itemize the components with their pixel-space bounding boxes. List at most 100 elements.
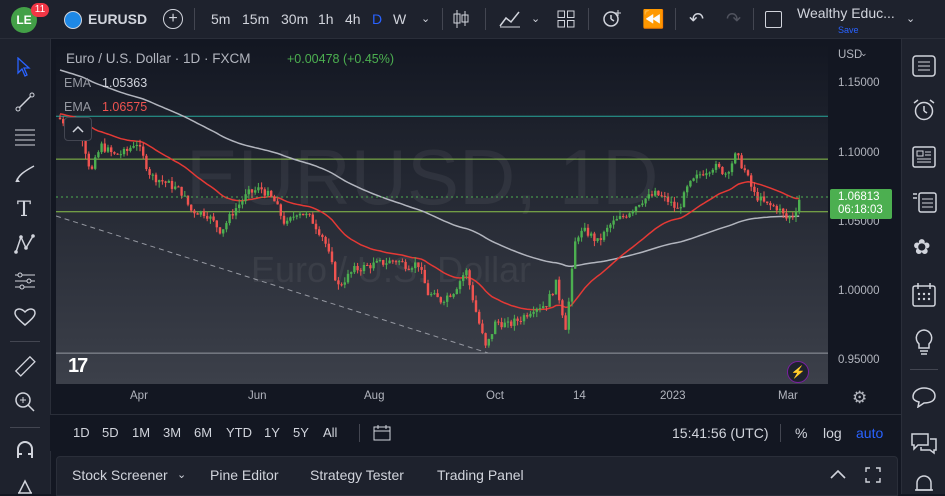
price-axis[interactable]: USD ⌄ 1.15000 1.10000 1.05000 1.00000 0.… xyxy=(828,44,901,384)
range-5y[interactable]: 5Y xyxy=(293,425,309,440)
candle xyxy=(554,279,558,295)
currency-dropdown-icon[interactable]: ⌄ xyxy=(860,48,868,58)
lock-drawings-icon[interactable] xyxy=(15,476,35,496)
range-5d[interactable]: 5D xyxy=(102,425,119,440)
interval-4h[interactable]: 4h xyxy=(345,11,361,27)
tab-trading-panel[interactable]: Trading Panel xyxy=(437,467,524,483)
candle xyxy=(238,204,241,209)
text-tool-icon[interactable]: T xyxy=(17,197,32,221)
chart-title[interactable]: Euro / U.S. Dollar · 1D · FXCM xyxy=(66,51,251,66)
candle-style-icon[interactable] xyxy=(452,9,470,29)
bar-countdown: 06:18:03 xyxy=(838,204,883,216)
candle xyxy=(474,300,478,312)
range-1m[interactable]: 1M xyxy=(132,425,151,440)
log-toggle[interactable]: log xyxy=(823,425,842,441)
candle xyxy=(634,206,638,212)
fib-retracement-icon[interactable] xyxy=(14,128,36,146)
ideas-lightbulb-icon[interactable] xyxy=(914,329,934,355)
interval-d[interactable]: D xyxy=(372,11,383,27)
ema-legend-label[interactable]: EMA xyxy=(64,76,92,90)
ruler-icon[interactable] xyxy=(14,355,36,377)
candle xyxy=(746,170,750,176)
hotlist-fire-icon[interactable]: ✿ xyxy=(913,236,931,259)
calendar-icon[interactable] xyxy=(912,283,936,307)
trendline-icon[interactable] xyxy=(15,92,35,112)
candle xyxy=(714,163,718,170)
interval-1h[interactable]: 1h xyxy=(318,11,334,27)
lightning-icon[interactable]: ⚡ xyxy=(787,361,809,383)
alert-icon[interactable] xyxy=(601,8,623,30)
undo-icon[interactable]: ↶ xyxy=(689,9,705,29)
support-trendline[interactable] xyxy=(56,215,489,354)
maximize-panel-icon[interactable] xyxy=(865,467,881,483)
news-icon[interactable] xyxy=(912,146,936,168)
messages-icon[interactable] xyxy=(910,431,938,455)
range-all[interactable]: All xyxy=(323,425,338,440)
tab-pine-editor[interactable]: Pine Editor xyxy=(210,467,279,483)
symbol-search[interactable]: EURUSD xyxy=(88,11,148,27)
price-chart[interactable]: EURUSD, 1D Euro / U.S. Dollar xyxy=(56,44,828,384)
candle xyxy=(775,206,778,211)
tab-stock-screener[interactable]: Stock Screener xyxy=(72,467,168,483)
add-symbol-icon[interactable]: + xyxy=(163,9,183,29)
time-axis[interactable]: Apr Jun Aug Oct 14 2023 Mar xyxy=(56,384,828,410)
indicators-icon[interactable] xyxy=(499,10,521,28)
stock-screener-dropdown-icon[interactable]: ⌄ xyxy=(177,469,187,481)
interval-dropdown-icon[interactable]: ⌄ xyxy=(421,13,431,25)
indicators-dropdown-icon[interactable]: ⌄ xyxy=(531,13,541,25)
candle xyxy=(324,237,327,244)
percent-toggle[interactable]: % xyxy=(795,425,808,441)
date-range-icon[interactable] xyxy=(373,425,391,441)
replay-icon[interactable]: ⏪ xyxy=(642,9,665,29)
cursor-icon[interactable] xyxy=(16,57,32,77)
range-6m[interactable]: 6M xyxy=(194,425,213,440)
auto-toggle[interactable]: auto xyxy=(856,425,884,441)
candle xyxy=(417,262,420,268)
notification-badge[interactable]: 11 xyxy=(31,3,49,17)
tab-strategy-tester[interactable]: Strategy Tester xyxy=(310,467,404,483)
pattern-icon[interactable] xyxy=(14,233,36,255)
interval-5m[interactable]: 5m xyxy=(211,11,231,27)
ema2-legend-label[interactable]: EMA xyxy=(64,100,92,114)
interval-w[interactable]: W xyxy=(393,11,407,27)
candle xyxy=(186,195,190,205)
redo-icon[interactable]: ↷ xyxy=(726,9,742,29)
interval-15m[interactable]: 15m xyxy=(242,11,270,27)
candle xyxy=(282,215,286,224)
fullscreen-icon[interactable] xyxy=(765,11,782,28)
heart-icon[interactable] xyxy=(14,307,36,327)
layout-name[interactable]: Wealthy Educ... xyxy=(797,5,895,21)
watchlist-icon[interactable] xyxy=(912,55,936,77)
range-ytd[interactable]: YTD xyxy=(226,425,252,440)
clock-display[interactable]: 15:41:56 (UTC) xyxy=(672,425,769,441)
candle xyxy=(250,189,254,193)
forecast-icon[interactable] xyxy=(14,271,36,291)
ema-short-line[interactable] xyxy=(59,113,800,311)
candle xyxy=(522,315,526,322)
settings-gear-icon[interactable]: ⚙ xyxy=(852,388,868,407)
notifications-bell-icon[interactable] xyxy=(913,474,935,494)
ema-long-line[interactable] xyxy=(59,69,800,268)
collapse-legend-button[interactable] xyxy=(64,117,92,141)
zoom-icon[interactable] xyxy=(14,391,36,413)
candle xyxy=(650,194,654,196)
candle xyxy=(94,157,97,169)
interval-30m[interactable]: 30m xyxy=(281,11,309,27)
range-3m[interactable]: 3M xyxy=(163,425,182,440)
range-1y[interactable]: 1Y xyxy=(264,425,280,440)
axis-currency[interactable]: USD xyxy=(838,49,863,61)
candle xyxy=(769,203,772,206)
chart-pane[interactable]: EURUSD, 1D Euro / U.S. Dollar Euro / U.S… xyxy=(56,44,828,384)
layout-grid-icon[interactable] xyxy=(557,10,575,28)
range-1d[interactable]: 1D xyxy=(73,425,90,440)
data-window-icon[interactable] xyxy=(910,190,938,214)
alarm-clock-icon[interactable] xyxy=(912,98,936,122)
chevron-up-icon[interactable] xyxy=(829,467,847,483)
brush-icon[interactable] xyxy=(14,163,36,185)
magnet-icon[interactable] xyxy=(15,440,35,460)
candle xyxy=(446,295,449,302)
chat-icon[interactable] xyxy=(910,386,938,408)
candle xyxy=(126,148,129,151)
layout-dropdown-icon[interactable]: ⌄ xyxy=(906,13,916,25)
price-tick: 1.15000 xyxy=(838,77,880,89)
